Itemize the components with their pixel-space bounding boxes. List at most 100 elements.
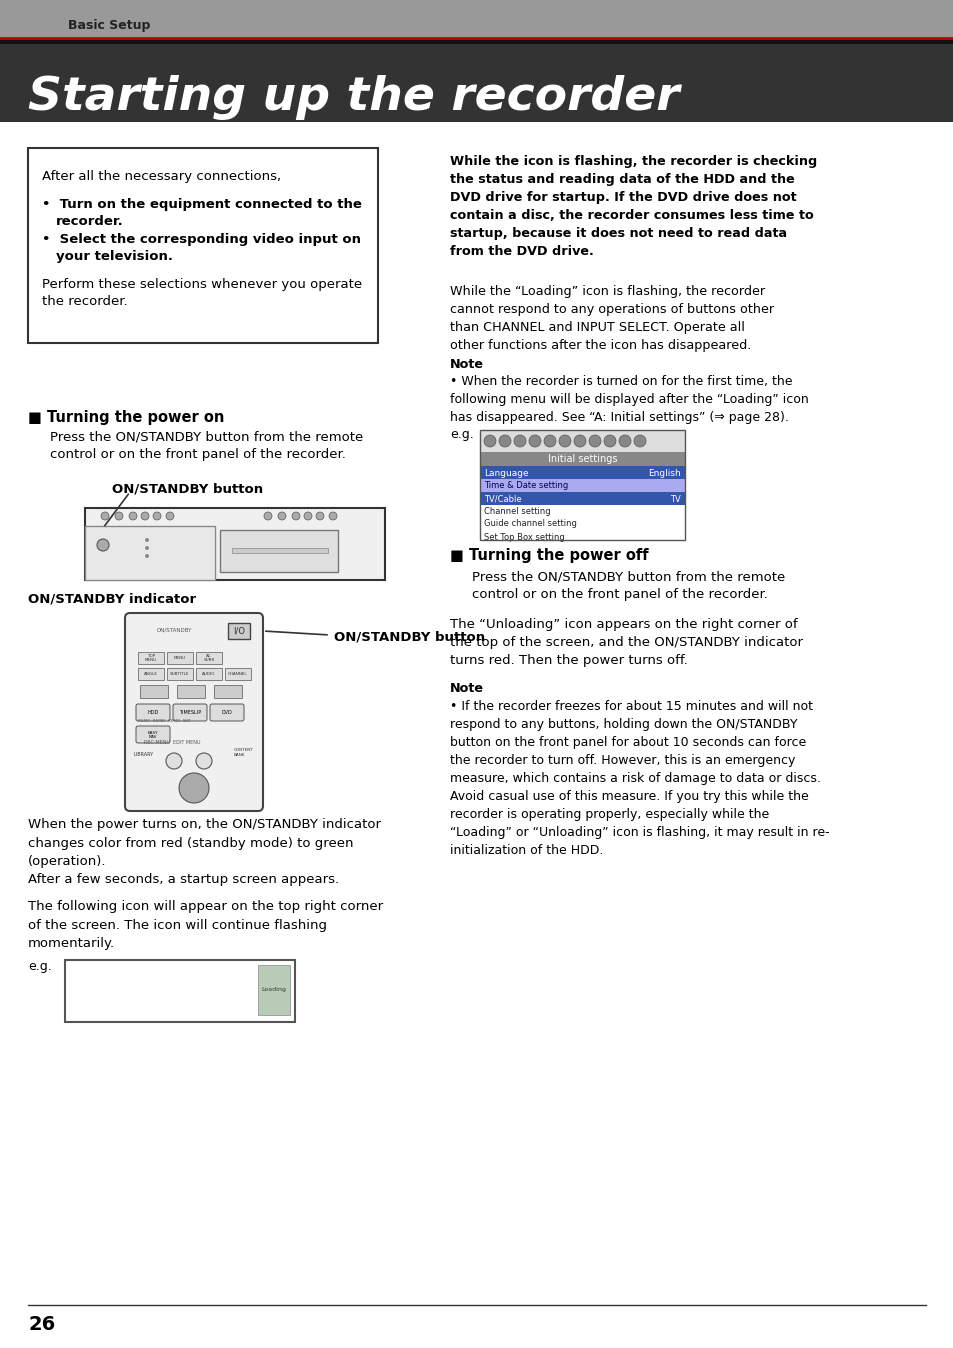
Bar — [479, 492, 684, 506]
Text: Time & Date setting: Time & Date setting — [483, 481, 568, 491]
Circle shape — [277, 512, 286, 520]
Circle shape — [574, 435, 585, 448]
Text: EASY
NAV: EASY NAV — [148, 731, 158, 739]
Circle shape — [304, 512, 312, 520]
Text: ■ Turning the power on: ■ Turning the power on — [28, 410, 224, 425]
Bar — [228, 623, 250, 639]
Text: While the “Loading” icon is flashing, the recorder
cannot respond to any operati: While the “Loading” icon is flashing, th… — [450, 284, 773, 352]
Circle shape — [101, 512, 109, 520]
Bar — [0, 44, 953, 123]
Text: DVD: DVD — [221, 710, 233, 716]
Circle shape — [145, 546, 149, 550]
Text: ■ Turning the power off: ■ Turning the power off — [450, 549, 648, 563]
Text: CHANNEL: CHANNEL — [228, 673, 248, 675]
Text: Set Top Box setting: Set Top Box setting — [483, 532, 564, 542]
Text: •  Turn on the equipment connected to the: • Turn on the equipment connected to the — [42, 198, 361, 212]
Text: REMO  REPAY  REMO  SKP: REMO REPAY REMO SKP — [138, 718, 191, 723]
Text: Note: Note — [450, 682, 483, 696]
Text: HDD: HDD — [147, 710, 158, 716]
Circle shape — [145, 554, 149, 558]
Circle shape — [264, 512, 272, 520]
Circle shape — [292, 512, 299, 520]
Text: • When the recorder is turned on for the first time, the
following menu will be : • When the recorder is turned on for the… — [450, 375, 808, 425]
Circle shape — [315, 512, 324, 520]
Text: • If the recorder freezes for about 15 minutes and will not
respond to any butto: • If the recorder freezes for about 15 m… — [450, 700, 829, 857]
Circle shape — [152, 512, 161, 520]
Text: REC MENU  EDIT MENU: REC MENU EDIT MENU — [144, 740, 200, 745]
Circle shape — [634, 435, 645, 448]
Text: LIBRARY: LIBRARY — [133, 752, 154, 758]
Text: ANGLE: ANGLE — [144, 673, 158, 675]
Text: Starting up the recorder: Starting up the recorder — [28, 74, 679, 120]
Circle shape — [166, 512, 173, 520]
Circle shape — [115, 512, 123, 520]
Bar — [0, 0, 953, 38]
Circle shape — [129, 512, 137, 520]
Text: Press the ON/STANDBY button from the remote
control or on the front panel of the: Press the ON/STANDBY button from the rem… — [50, 430, 363, 461]
Circle shape — [97, 539, 109, 551]
Circle shape — [329, 512, 336, 520]
Text: AUDIO: AUDIO — [202, 673, 215, 675]
Bar — [167, 669, 193, 679]
Text: ON/STANDBY indicator: ON/STANDBY indicator — [28, 592, 196, 605]
Bar — [213, 685, 242, 698]
Text: Guide channel setting: Guide channel setting — [483, 519, 577, 528]
Text: MENU: MENU — [173, 656, 186, 661]
Text: ON/STANDBY button: ON/STANDBY button — [334, 631, 485, 644]
Text: ON/STANDBY: ON/STANDBY — [156, 628, 192, 632]
Bar — [167, 652, 193, 665]
Text: Basic Setup: Basic Setup — [68, 19, 151, 32]
Text: •  Select the corresponding video input on: • Select the corresponding video input o… — [42, 233, 360, 245]
Text: While the icon is flashing, the recorder is checking
the status and reading data: While the icon is flashing, the recorder… — [450, 155, 817, 257]
Text: The following icon will appear on the top right corner
of the screen. The icon w: The following icon will appear on the to… — [28, 900, 383, 950]
Circle shape — [558, 435, 571, 448]
Circle shape — [514, 435, 525, 448]
Text: SUBTITLE: SUBTITLE — [170, 673, 190, 675]
Circle shape — [145, 538, 149, 542]
Bar — [257, 965, 290, 1015]
Text: Note: Note — [450, 359, 483, 371]
FancyBboxPatch shape — [172, 704, 207, 721]
Text: TOP
MENU: TOP MENU — [145, 654, 157, 662]
Bar — [140, 685, 168, 698]
Text: When the power turns on, the ON/STANDBY indicator
changes color from red (standb: When the power turns on, the ON/STANDBY … — [28, 818, 380, 887]
Bar — [65, 960, 294, 1022]
Circle shape — [543, 435, 556, 448]
Text: recorder.: recorder. — [56, 214, 124, 228]
Bar — [479, 452, 684, 466]
Text: Loading: Loading — [261, 988, 286, 992]
FancyBboxPatch shape — [136, 704, 170, 721]
Bar — [28, 148, 377, 342]
Text: TV/Cable: TV/Cable — [483, 495, 521, 504]
Bar — [85, 526, 214, 580]
Bar — [479, 479, 684, 492]
Bar — [0, 38, 953, 44]
Bar — [195, 652, 222, 665]
Text: Language: Language — [483, 469, 528, 477]
Text: Press the ON/STANDBY button from the remote
control or on the front panel of the: Press the ON/STANDBY button from the rem… — [472, 570, 784, 601]
Bar — [85, 508, 385, 580]
Bar — [479, 430, 684, 452]
Circle shape — [195, 754, 212, 768]
Text: e.g.: e.g. — [450, 429, 474, 441]
Text: After all the necessary connections,: After all the necessary connections, — [42, 170, 281, 183]
Circle shape — [618, 435, 630, 448]
Bar — [225, 669, 251, 679]
Bar — [479, 430, 684, 541]
Text: your television.: your television. — [56, 249, 172, 263]
Text: TV: TV — [670, 495, 680, 504]
Text: I/O: I/O — [233, 627, 245, 635]
Text: ON/STANDBY button: ON/STANDBY button — [112, 483, 263, 495]
FancyBboxPatch shape — [136, 727, 170, 743]
Bar — [479, 466, 684, 479]
Text: CONTENT
BANK: CONTENT BANK — [233, 748, 253, 758]
Text: e.g.: e.g. — [28, 960, 51, 973]
Circle shape — [483, 435, 496, 448]
Text: 26: 26 — [28, 1316, 55, 1335]
Text: English: English — [648, 469, 680, 477]
Circle shape — [529, 435, 540, 448]
Text: The “Unloading” icon appears on the right corner of
the top of the screen, and t: The “Unloading” icon appears on the righ… — [450, 617, 802, 667]
Bar — [479, 452, 684, 541]
Bar — [220, 530, 337, 572]
FancyBboxPatch shape — [125, 613, 263, 811]
